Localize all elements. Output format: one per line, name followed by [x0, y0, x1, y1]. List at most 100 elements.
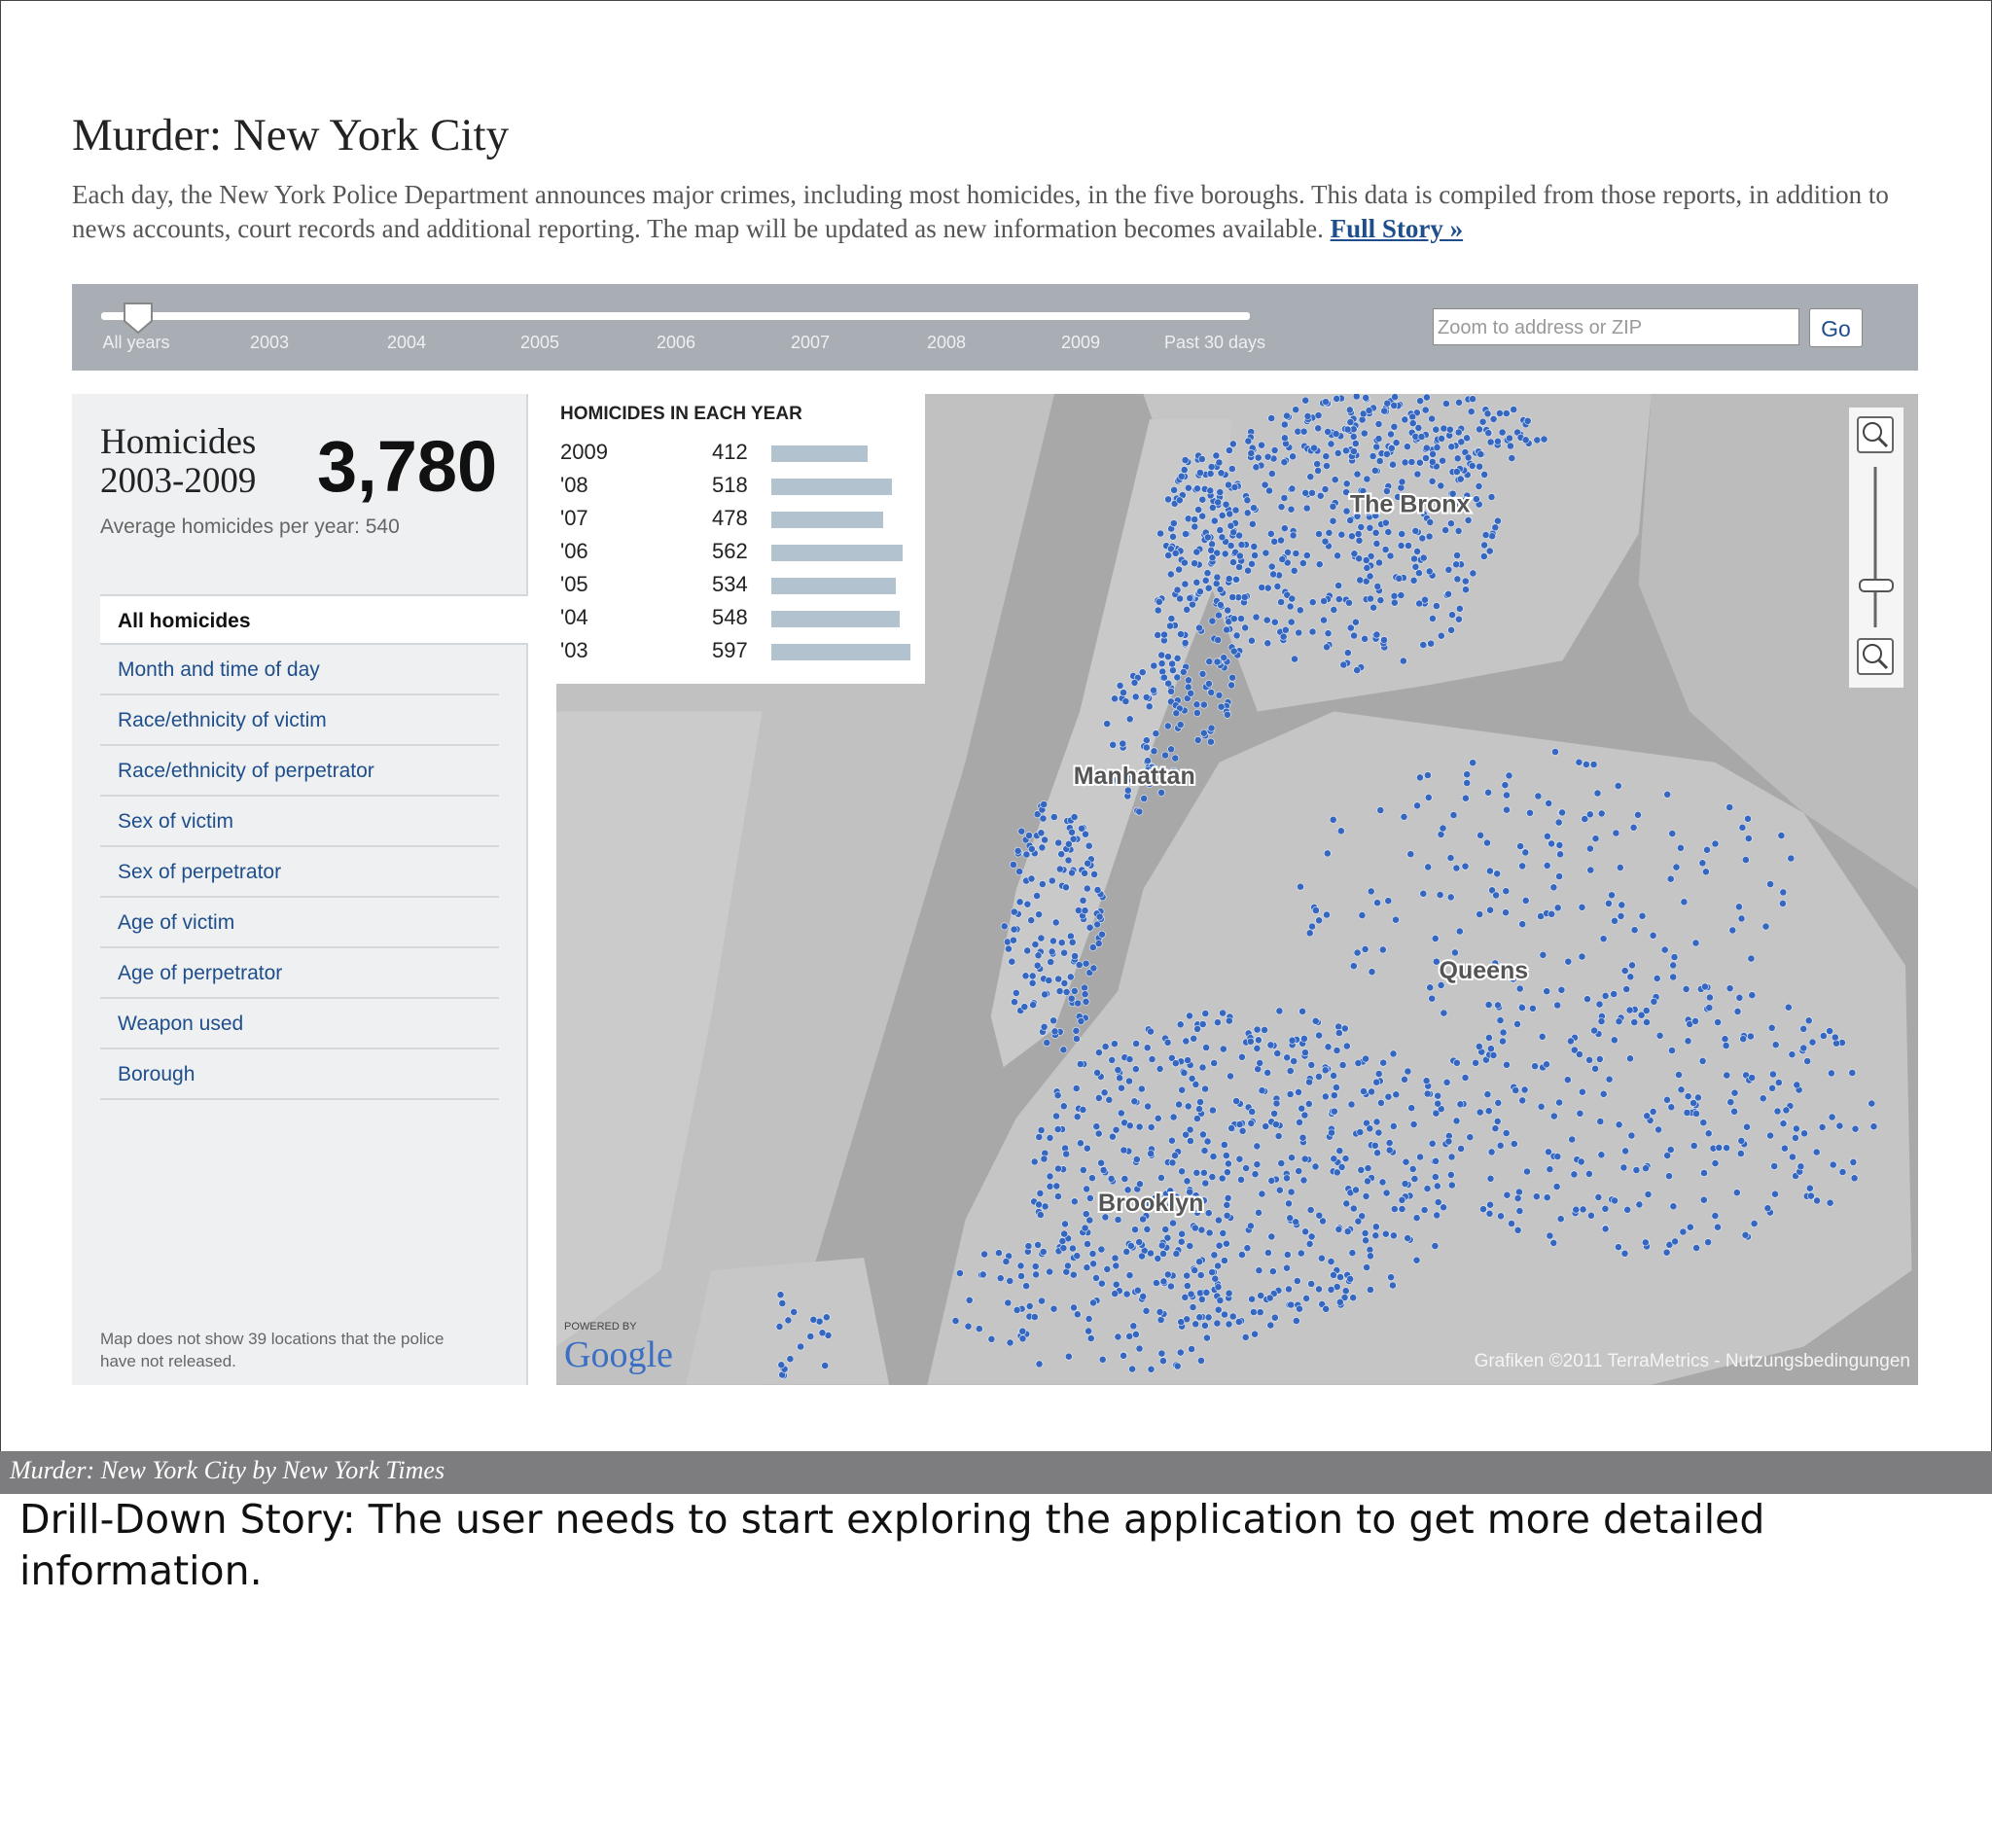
footnote: Map does not show 39 locations that the …	[100, 1330, 445, 1370]
incident-dot	[1281, 434, 1289, 443]
incident-dot	[1120, 1146, 1128, 1155]
incident-dot	[1258, 441, 1265, 449]
incident-dot	[1445, 425, 1454, 434]
incident-dot	[1476, 450, 1485, 458]
incident-dot	[951, 1317, 960, 1325]
incident-dot	[1381, 518, 1390, 527]
incident-dot	[1367, 1286, 1374, 1294]
timeline-label[interactable]: 2004	[386, 333, 427, 352]
incident-dot	[1819, 1032, 1828, 1040]
timeline-label[interactable]: 2009	[1060, 333, 1101, 352]
incident-dot	[1534, 792, 1543, 800]
page-title: Murder: New York City	[72, 110, 510, 160]
incident-dot	[1479, 552, 1488, 560]
full-story-link[interactable]: Full Story »	[1330, 214, 1464, 243]
incident-dot	[1047, 958, 1055, 966]
incident-dot	[1068, 938, 1077, 946]
menu-item[interactable]: Age of victim	[100, 898, 499, 948]
incident-dot	[1496, 409, 1504, 417]
incident-dot	[1227, 681, 1235, 690]
menu-item[interactable]: Weapon used	[100, 999, 499, 1049]
incident-dot	[1169, 766, 1178, 775]
incident-dot	[1614, 782, 1622, 790]
incident-dot	[1191, 559, 1198, 568]
timeline-handle[interactable]	[123, 302, 154, 335]
zoom-in	[1857, 416, 1894, 453]
incident-dot	[1312, 906, 1320, 914]
incident-dot	[1169, 1113, 1178, 1121]
incident-dot	[1792, 1134, 1799, 1142]
incident-dot	[1608, 891, 1616, 900]
incident-dot	[1352, 394, 1361, 401]
incident-dot	[1017, 827, 1026, 835]
incident-dot	[1620, 967, 1629, 975]
incident-dot	[1555, 872, 1563, 880]
menu-item[interactable]: Sex of victim	[100, 797, 499, 847]
incident-dot	[1622, 985, 1631, 993]
incident-dot	[1475, 482, 1483, 490]
incident-dot	[1288, 484, 1297, 493]
incident-dot	[1479, 1205, 1487, 1214]
incident-dot	[1068, 828, 1076, 836]
menu-item[interactable]: Age of perpetrator	[100, 948, 499, 999]
incident-dot	[1000, 922, 1009, 931]
incident-dot	[1295, 1088, 1302, 1096]
incident-dot	[1684, 1037, 1692, 1046]
incident-dot	[1357, 522, 1366, 531]
menu-item[interactable]: Sex of perpetrator	[100, 847, 499, 898]
incident-dot	[1642, 1007, 1651, 1014]
incident-dot	[1051, 918, 1060, 927]
incident-dot	[1041, 1202, 1049, 1211]
incident-dot	[1355, 554, 1364, 563]
incident-dot	[1579, 1205, 1587, 1214]
timeline-label[interactable]: All years	[102, 333, 170, 352]
incident-dot	[1345, 406, 1354, 414]
incident-dot	[1448, 611, 1456, 620]
incident-dot	[1308, 922, 1316, 931]
incident-dot	[1034, 1241, 1042, 1249]
incident-dot	[1342, 488, 1350, 496]
incident-dot	[1171, 754, 1180, 763]
incident-dot	[1112, 1280, 1120, 1289]
incident-dot	[1295, 1167, 1303, 1175]
incident-dot	[1412, 1256, 1421, 1264]
incident-dot	[1557, 985, 1566, 994]
menu-item[interactable]: All homicides	[100, 594, 528, 645]
incident-dot	[1476, 425, 1483, 434]
incident-dot	[1704, 1129, 1713, 1138]
address-input[interactable]: Zoom to address or ZIP	[1433, 308, 1799, 345]
incident-dot	[1447, 443, 1456, 451]
incident-dot	[1269, 570, 1277, 579]
incident-dot	[1040, 1155, 1049, 1163]
timeline-label[interactable]: 2007	[790, 333, 831, 352]
incident-dot	[1390, 1231, 1398, 1240]
incident-dot	[1228, 1312, 1237, 1321]
incident-dot	[1455, 604, 1464, 613]
timeline-label[interactable]: Past 30 days	[1163, 333, 1266, 352]
incident-dot	[1095, 912, 1104, 921]
incident-dot	[1323, 643, 1331, 652]
zoom-control[interactable]	[1849, 408, 1903, 688]
incident-dot	[1280, 494, 1289, 502]
incident-dot	[1040, 1022, 1049, 1031]
incident-dot	[1400, 812, 1408, 821]
menu-item[interactable]: Race/ethnicity of perpetrator	[100, 746, 499, 797]
zoom-in-icon	[1863, 422, 1882, 442]
menu-item[interactable]: Race/ethnicity of victim	[100, 695, 499, 746]
timeline-label[interactable]: 2003	[249, 333, 290, 352]
timeline-label[interactable]: 2005	[519, 333, 560, 352]
map[interactable]: The BronxManhattanQueensBrooklynPOWERED …	[556, 394, 1918, 1385]
incident-dot	[1195, 1258, 1203, 1266]
incident-dot	[1730, 1107, 1738, 1116]
timeline-label[interactable]: 2008	[926, 333, 967, 352]
incident-dot	[1128, 776, 1136, 785]
go-button[interactable]: Go	[1809, 308, 1863, 347]
incident-dot	[1193, 1208, 1201, 1217]
menu-item[interactable]: Borough	[100, 1049, 499, 1100]
menu-item[interactable]: Month and time of day	[100, 645, 499, 695]
incident-dot	[1782, 1106, 1791, 1115]
incident-dot	[975, 1325, 983, 1333]
incident-dot	[1176, 1020, 1185, 1029]
timeline-label[interactable]: 2006	[656, 333, 696, 352]
incident-dot	[1434, 1099, 1442, 1108]
